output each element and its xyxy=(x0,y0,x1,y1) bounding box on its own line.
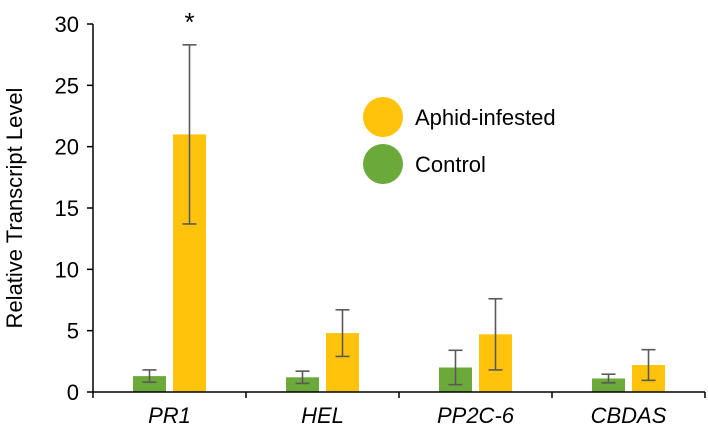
tick-labels-layer: 0 5 10 15 20 25 30 xyxy=(55,12,79,405)
significance-marker: * xyxy=(184,7,194,37)
legend-label: Control xyxy=(415,152,486,177)
y-tick-label: 15 xyxy=(55,196,79,221)
y-tick-label: 10 xyxy=(55,257,79,282)
error-bar-control-pr1 xyxy=(142,369,157,383)
legend: Aphid-infested Control xyxy=(363,97,556,184)
legend-label: Aphid-infested xyxy=(415,105,556,130)
legend-entry: Aphid-infested xyxy=(363,97,556,137)
annotations-layer: * xyxy=(184,7,194,37)
legend-swatch xyxy=(363,97,403,137)
error-bar-aphid-infested-pp2c-6 xyxy=(488,297,503,371)
bar-control-cbdas xyxy=(592,378,625,392)
bar-control-pr1 xyxy=(133,376,166,392)
legend-swatch xyxy=(363,144,403,184)
y-tick-label: 0 xyxy=(67,380,79,405)
error-bar-aphid-infested-pr1 xyxy=(182,44,197,225)
y-tick-label: 20 xyxy=(55,135,79,160)
category-label: PP2C-6 xyxy=(437,403,515,428)
category-labels-layer: PR1 HEL PP2C-6 CBDAS xyxy=(148,403,667,428)
category-label: PR1 xyxy=(148,403,191,428)
category-label: HEL xyxy=(301,403,344,428)
error-bar-aphid-infested-hel xyxy=(335,309,350,358)
error-bar-control-cbdas xyxy=(601,373,616,384)
error-bar-control-pp2c-6 xyxy=(448,349,463,386)
legend-entry: Control xyxy=(363,144,486,184)
bar-control-hel xyxy=(286,377,319,392)
y-tick-label: 5 xyxy=(67,319,79,344)
y-tick-label: 30 xyxy=(55,12,79,37)
y-axis-title: Relative Transcript Level xyxy=(2,88,27,329)
error-bars-layer xyxy=(142,44,656,386)
error-bar-aphid-infested-cbdas xyxy=(641,348,656,382)
axes-layer xyxy=(87,23,706,398)
y-tick-label: 25 xyxy=(55,73,79,98)
error-bar-control-hel xyxy=(295,370,310,385)
category-label: CBDAS xyxy=(591,403,667,428)
bars-layer xyxy=(133,134,665,392)
